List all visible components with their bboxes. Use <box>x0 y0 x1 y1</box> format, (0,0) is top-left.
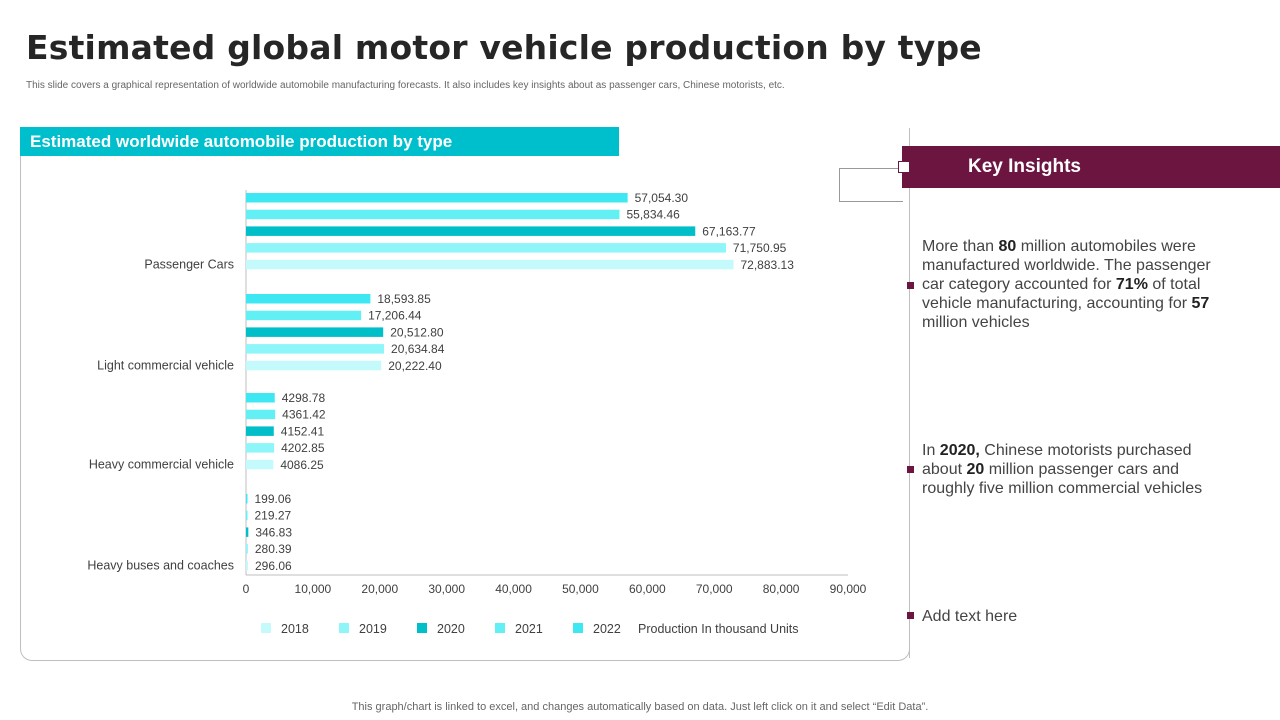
bullet-icon <box>907 612 914 619</box>
legend-label: 2020 <box>437 622 465 636</box>
legend-swatch <box>573 623 583 633</box>
x-tick-label: 90,000 <box>830 582 867 596</box>
data-label: 67,163.77 <box>702 224 756 238</box>
bar[interactable] <box>246 209 620 220</box>
data-label: 219.27 <box>255 509 292 523</box>
insights-header: Key Insights <box>902 146 1280 188</box>
category-label: Passenger Cars <box>144 257 234 271</box>
insight-3[interactable]: Add text here <box>922 608 1018 625</box>
footer-note: This graph/chart is linked to excel, and… <box>351 701 929 713</box>
chart-header: Estimated worldwide automobile productio… <box>20 127 619 156</box>
bar[interactable] <box>246 494 248 504</box>
bar[interactable] <box>246 327 384 337</box>
x-tick-label: 20,000 <box>361 582 398 596</box>
bar[interactable] <box>246 443 275 453</box>
bar[interactable] <box>246 259 734 270</box>
x-tick-label: 40,000 <box>495 582 532 596</box>
x-tick-label: 50,000 <box>562 582 599 596</box>
bar[interactable] <box>246 544 248 554</box>
category-label: Heavy commercial vehicle <box>89 457 234 471</box>
bullet-icon <box>907 466 914 473</box>
insights-square-icon <box>898 161 910 173</box>
x-tick-label: 30,000 <box>428 582 465 596</box>
insights-divider <box>909 188 910 658</box>
data-label: 346.83 <box>255 525 292 539</box>
bar[interactable] <box>246 344 385 354</box>
x-tick-label: 70,000 <box>696 582 733 596</box>
data-label: 280.39 <box>255 542 292 556</box>
x-tick-label: 0 <box>243 582 250 596</box>
bar-chart[interactable]: 57,054.30 55,834.46 67,163.77 71,750.95 72,8… <box>0 0 910 660</box>
bar[interactable] <box>246 527 249 537</box>
legend-label: 2021 <box>515 622 543 636</box>
data-label: 17,206.44 <box>368 309 422 323</box>
bar[interactable] <box>246 560 248 571</box>
legend-swatch <box>339 623 349 633</box>
connector-line <box>839 168 903 202</box>
data-label: 71,750.95 <box>733 241 787 255</box>
bar[interactable] <box>246 409 276 420</box>
legend-label: 2019 <box>359 622 387 636</box>
bar[interactable] <box>246 426 274 436</box>
data-label: 20,512.80 <box>390 325 444 339</box>
x-tick-label: 10,000 <box>295 582 332 596</box>
legend-label: 2018 <box>281 622 309 636</box>
data-label: 4152.41 <box>281 424 325 438</box>
data-label: 4086.25 <box>280 458 324 472</box>
legend-swatch <box>495 623 505 633</box>
page-subtitle: This slide covers a graphical representa… <box>26 80 785 91</box>
bar[interactable] <box>246 393 275 403</box>
bar[interactable] <box>246 310 362 321</box>
data-label: 18,593.85 <box>377 292 431 306</box>
bar[interactable] <box>246 294 371 304</box>
legend-label: 2022 <box>593 622 621 636</box>
page-title: Estimated global motor vehicle productio… <box>26 28 982 67</box>
category-label: Heavy buses and coaches <box>87 558 234 572</box>
bar[interactable] <box>246 226 696 236</box>
bar[interactable] <box>246 243 726 253</box>
category-label: Light commercial vehicle <box>97 358 234 372</box>
insight-2: In 2020, Chinese motorists purchased abo… <box>922 442 1203 497</box>
bar[interactable] <box>246 459 274 470</box>
legend-swatch <box>417 623 427 633</box>
data-label: 4361.42 <box>282 408 326 422</box>
bar[interactable] <box>246 510 248 521</box>
data-label: 20,634.84 <box>391 342 445 356</box>
x-tick-label: 60,000 <box>629 582 666 596</box>
data-label: 55,834.46 <box>626 208 680 222</box>
data-label: 72,883.13 <box>741 258 795 272</box>
legend-unit-note: Production In thousand Units <box>638 622 799 636</box>
legend-swatch <box>261 623 271 633</box>
x-tick-label: 80,000 <box>763 582 800 596</box>
data-label: 199.06 <box>255 492 292 506</box>
data-label: 296.06 <box>255 559 292 573</box>
bar[interactable] <box>246 193 628 203</box>
data-label: 4298.78 <box>282 391 326 405</box>
bullet-icon <box>907 282 914 289</box>
bar[interactable] <box>246 360 382 371</box>
insight-1: More than 80 million automobiles were ma… <box>922 238 1211 331</box>
data-label: 57,054.30 <box>635 191 689 205</box>
data-label: 20,222.40 <box>388 359 442 373</box>
data-label: 4202.85 <box>281 441 325 455</box>
